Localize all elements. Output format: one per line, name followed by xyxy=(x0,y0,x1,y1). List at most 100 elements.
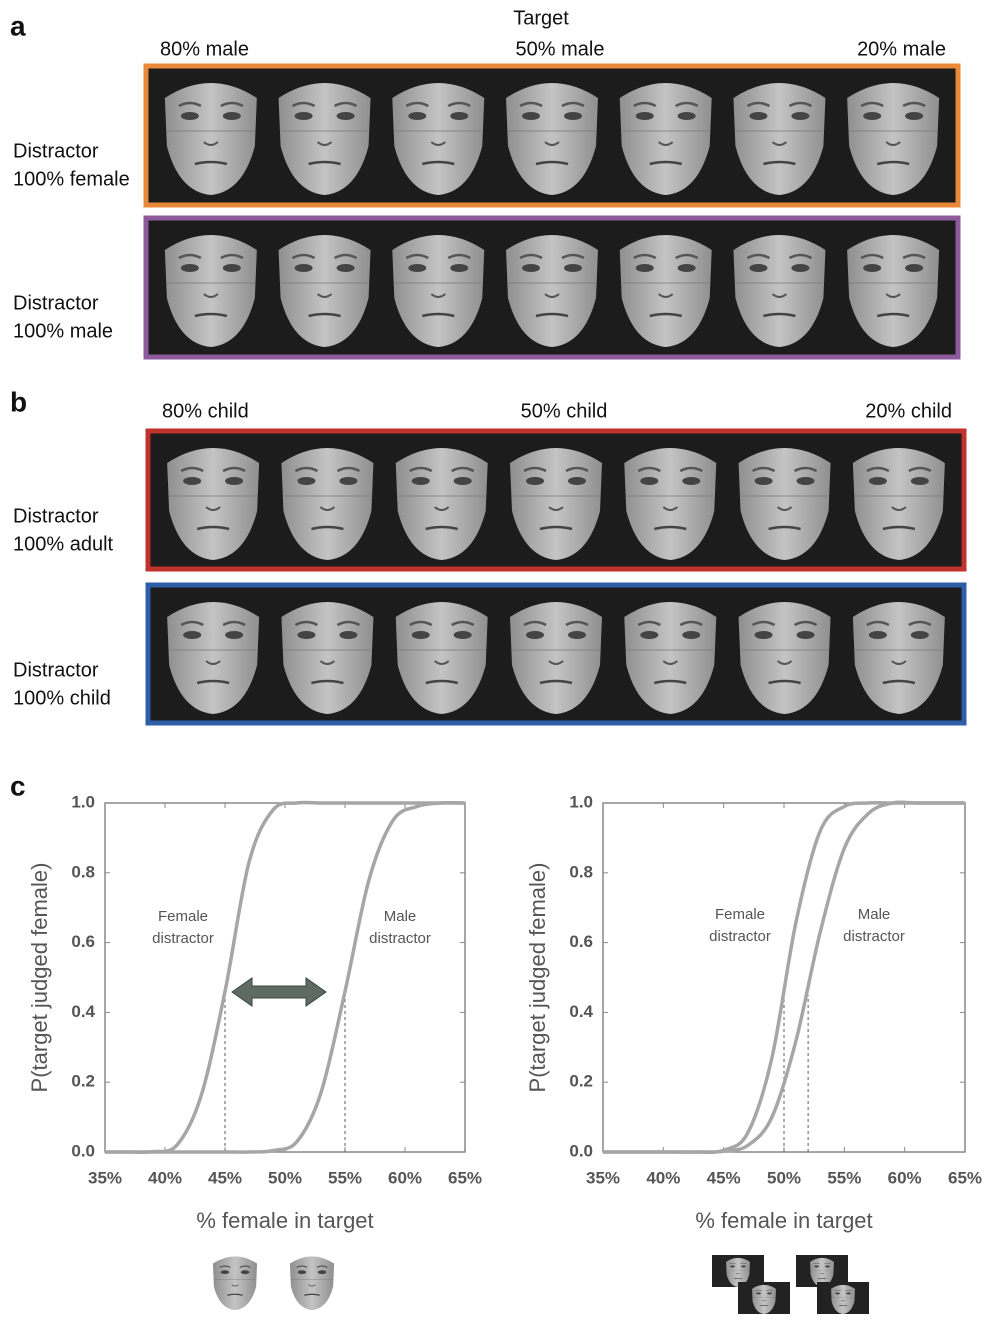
eye xyxy=(796,477,815,485)
y-axis-label: P(target judged female) xyxy=(525,863,550,1093)
face-shape xyxy=(392,235,485,347)
shift-arrow xyxy=(231,977,327,1007)
plot-frame xyxy=(602,802,966,1153)
eye xyxy=(453,477,472,485)
face xyxy=(395,602,488,714)
mouth xyxy=(311,679,344,685)
face xyxy=(506,235,598,347)
eye xyxy=(294,264,313,272)
eye xyxy=(814,1265,819,1268)
eye xyxy=(294,112,313,120)
nose xyxy=(658,141,674,146)
face-shape xyxy=(506,235,598,347)
brow xyxy=(523,620,589,627)
eye xyxy=(868,477,887,485)
mouth xyxy=(653,679,687,685)
mouth xyxy=(768,525,801,531)
eye xyxy=(526,477,544,485)
y-tick-label: 0.4 xyxy=(71,1002,95,1021)
eye xyxy=(317,1270,327,1275)
mouth xyxy=(876,312,910,318)
face xyxy=(392,83,485,195)
nose xyxy=(885,293,901,298)
mouth xyxy=(763,160,796,166)
row-label: Distractor xyxy=(13,292,99,314)
row-label: Distractor xyxy=(13,505,99,527)
nose xyxy=(841,1299,845,1302)
eye xyxy=(450,112,469,120)
face-shape xyxy=(167,448,260,560)
y-tick-label: 0.6 xyxy=(71,932,95,951)
nose xyxy=(771,141,788,146)
annotation: Female xyxy=(158,908,208,925)
face xyxy=(738,448,831,560)
eye xyxy=(297,1270,307,1275)
face-shape xyxy=(738,602,831,714)
y-tick-label: 0.0 xyxy=(569,1141,593,1160)
mouth xyxy=(653,525,687,531)
brow xyxy=(523,466,589,473)
eye xyxy=(297,631,316,639)
annotation: Female xyxy=(715,906,765,923)
face-shape xyxy=(164,235,257,347)
brow xyxy=(866,466,932,473)
eye xyxy=(905,264,924,272)
mouth xyxy=(196,679,230,685)
curve xyxy=(603,800,965,1154)
mouth xyxy=(876,160,910,166)
eye xyxy=(339,477,358,485)
mouth xyxy=(425,679,459,685)
face xyxy=(852,448,945,560)
eye xyxy=(846,1292,851,1295)
face xyxy=(738,602,831,714)
eye xyxy=(682,631,701,639)
x-tick-label: 55% xyxy=(827,1168,861,1187)
x-tick-label: 45% xyxy=(208,1168,242,1187)
target-header: Target xyxy=(513,7,569,29)
brow xyxy=(178,101,244,108)
curve xyxy=(603,800,965,1154)
face-shape xyxy=(852,448,945,560)
row-label: Distractor xyxy=(13,140,99,162)
brow xyxy=(746,253,813,260)
mouth xyxy=(421,160,455,166)
mouth xyxy=(227,1293,243,1296)
eye xyxy=(225,477,244,485)
eye xyxy=(526,631,544,639)
eye xyxy=(756,1292,761,1295)
annotation: distractor xyxy=(152,930,214,947)
face-shape xyxy=(619,235,712,347)
brow xyxy=(860,253,926,260)
brow xyxy=(405,101,471,108)
eye xyxy=(568,631,586,639)
nose xyxy=(308,1284,316,1287)
face xyxy=(619,83,712,195)
face-shape xyxy=(624,602,717,714)
row-label: 100% female xyxy=(13,168,130,190)
annotation: distractor xyxy=(843,928,905,945)
eye xyxy=(791,264,810,272)
mouth xyxy=(539,679,573,685)
eye xyxy=(411,477,430,485)
eye xyxy=(791,112,810,120)
x-axis-label: % female in target xyxy=(196,1208,373,1233)
x-tick-label: 55% xyxy=(328,1168,362,1187)
face-shape xyxy=(167,602,260,714)
eye xyxy=(453,631,472,639)
face xyxy=(810,1257,834,1287)
eye xyxy=(564,264,582,272)
eye xyxy=(910,477,929,485)
nose xyxy=(662,506,678,511)
brow xyxy=(519,101,585,108)
face xyxy=(164,235,257,347)
eye xyxy=(222,112,241,120)
mouth xyxy=(535,312,569,318)
mouth xyxy=(763,312,796,318)
face xyxy=(726,1257,750,1287)
face-shape xyxy=(281,602,374,714)
face xyxy=(167,602,260,714)
mouth xyxy=(311,525,344,531)
y-tick-label: 0.8 xyxy=(71,862,95,881)
nose xyxy=(776,506,793,511)
nose xyxy=(316,293,333,298)
